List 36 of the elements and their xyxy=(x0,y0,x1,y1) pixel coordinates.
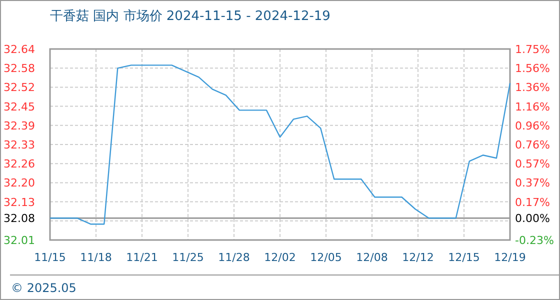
y2-tick-label: 0.17% xyxy=(515,196,550,209)
x-tick-label: 12/05 xyxy=(310,251,342,264)
y2-tick-label: 0.00% xyxy=(515,212,550,226)
y-tick-label: 32.01 xyxy=(4,234,35,247)
y-tick-label: 32.45 xyxy=(4,100,35,114)
y-tick-label: 32.39 xyxy=(4,119,35,132)
x-tick-label: 12/19 xyxy=(494,251,526,264)
y2-tick-label: 1.36% xyxy=(515,81,550,94)
x-tick-label: 12/02 xyxy=(264,251,296,264)
y2-tick-label: 0.76% xyxy=(515,138,550,152)
x-tick-label: 11/28 xyxy=(218,251,250,264)
y2-tick-label: 0.57% xyxy=(515,158,550,171)
y-tick-label: 32.33 xyxy=(4,138,35,152)
text: © 2025.05 xyxy=(11,281,76,295)
x-tick-label: 11/18 xyxy=(80,251,112,264)
y2-tick-label: 0.37% xyxy=(515,176,550,190)
x-tick-label: 11/15 xyxy=(34,251,66,264)
y-tick-label: 32.08 xyxy=(4,212,35,226)
y-tick-label: 32.52 xyxy=(4,81,35,94)
line-series xyxy=(49,64,511,225)
x-tick-label: 11/25 xyxy=(172,251,204,264)
chart-title: 干香菇 国内 市场价 2024-11-15 - 2024-12-19 xyxy=(50,9,330,24)
y-tick-label: 32.13 xyxy=(4,196,35,209)
y2-tick-label: 0.96% xyxy=(515,119,550,132)
x-tick-label: 12/12 xyxy=(402,251,434,264)
y2-tick-label: 1.16% xyxy=(515,100,550,114)
x-tick-label: 12/15 xyxy=(448,251,480,264)
y-tick-label: 32.58 xyxy=(4,62,35,76)
y-tick-label: 32.26 xyxy=(4,158,35,171)
y-tick-label: 32.64 xyxy=(4,43,35,56)
x-tick-label: 12/08 xyxy=(356,251,388,264)
x-tick-label: 11/21 xyxy=(126,251,158,264)
y2-tick-label: 1.75% xyxy=(515,43,550,56)
y2-tick-label: -0.23% xyxy=(515,234,554,247)
y2-tick-label: 1.56% xyxy=(515,62,550,76)
y-tick-label: 32.20 xyxy=(4,176,35,190)
